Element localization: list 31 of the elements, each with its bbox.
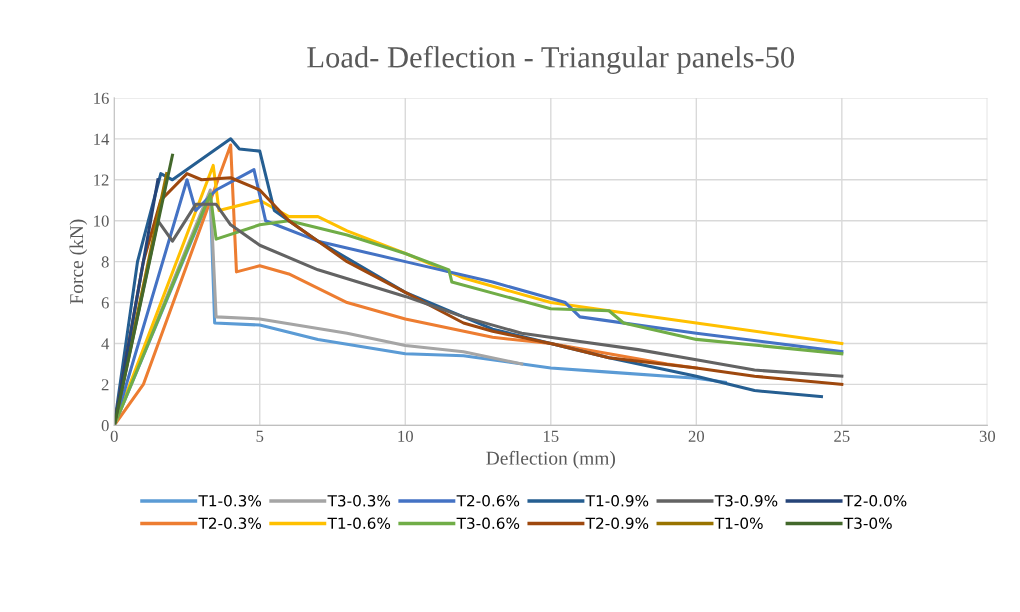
legend-label: T3-0.3% <box>327 495 391 507</box>
y-axis-title: Force (kN) <box>69 219 88 304</box>
x-tick-label: 30 <box>979 430 996 442</box>
x-tick-label: 25 <box>834 430 850 442</box>
y-tick-label: 2 <box>101 379 109 391</box>
y-tick-label: 14 <box>94 133 110 145</box>
legend-label: T2-0.3% <box>198 517 262 529</box>
legend-label: T2-0.0% <box>843 495 907 507</box>
y-tick-label: 8 <box>101 256 109 268</box>
x-tick-label: 15 <box>543 430 559 442</box>
legend-label: T3-0.6% <box>456 517 520 529</box>
y-tick-label: 6 <box>101 297 109 309</box>
legend-label: T2-0.9% <box>585 517 649 529</box>
y-tick-label: 0 <box>101 420 109 432</box>
chart-title: Load- Deflection - Triangular panels-50 <box>307 45 795 74</box>
x-tick-label: 5 <box>256 430 264 442</box>
legend-label: T3-0.9% <box>714 495 778 507</box>
y-tick-label: 10 <box>94 215 109 227</box>
x-tick-label: 20 <box>688 430 705 442</box>
legend-label: T1-0.3% <box>198 495 262 507</box>
legend-label: T1-0% <box>714 517 763 529</box>
y-tick-label: 12 <box>94 174 109 186</box>
x-tick-label: 10 <box>398 430 413 442</box>
y-tick-label: 4 <box>101 338 110 350</box>
legend-label: T3-0% <box>843 517 892 529</box>
x-tick-label: 0 <box>110 430 118 442</box>
legend-label: T2-0.6% <box>456 495 520 507</box>
legend-label: T1-0.9% <box>585 495 649 507</box>
x-axis-title: Deflection (mm) <box>486 450 616 469</box>
legend-label: T1-0.6% <box>327 517 391 529</box>
y-tick-label: 16 <box>94 92 109 104</box>
